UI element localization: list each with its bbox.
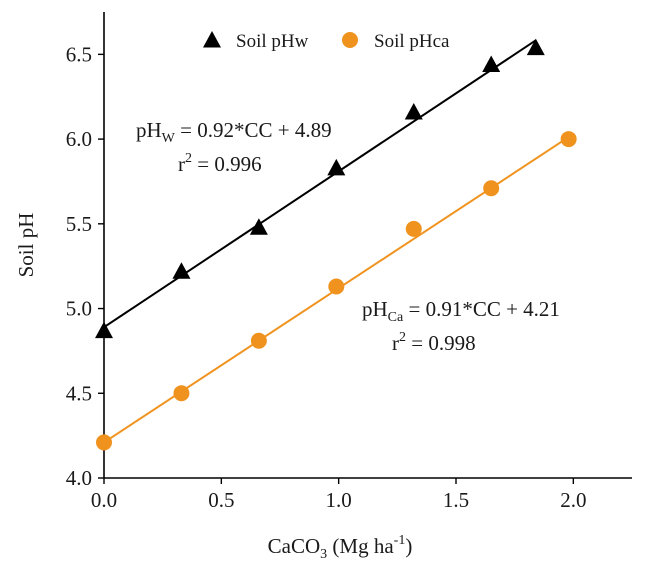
data-point-soil-phca bbox=[483, 180, 500, 197]
data-point-soil-phw bbox=[526, 38, 545, 56]
equation-annotation-phw: pHW = 0.92*CC + 4.89 r2 = 0.996 bbox=[136, 118, 332, 176]
data-point-soil-phca bbox=[173, 385, 190, 402]
y-tick-label: 6.5 bbox=[66, 42, 92, 66]
x-tick-label: 0.5 bbox=[208, 488, 234, 512]
y-tick-label: 6.0 bbox=[66, 127, 92, 151]
legend-label-soil-phca: Soil pHca bbox=[374, 31, 450, 52]
r-squared-phca: r2 = 0.998 bbox=[392, 330, 476, 355]
fit-line-soil-phw bbox=[103, 39, 537, 329]
x-tick-label: 1.0 bbox=[326, 488, 352, 512]
legend: Soil pHw Soil pHca bbox=[203, 31, 450, 52]
data-point-soil-phca bbox=[250, 332, 267, 349]
equation-phca: pHCa = 0.91*CC + 4.21 bbox=[362, 297, 560, 325]
r-squared-phw: r2 = 0.996 bbox=[178, 151, 262, 176]
fit-lines bbox=[103, 39, 570, 444]
y-tick-label: 5.0 bbox=[66, 297, 92, 321]
data-points bbox=[95, 38, 577, 451]
data-point-soil-phca bbox=[560, 131, 577, 148]
data-point-soil-phw bbox=[327, 158, 346, 176]
data-point-soil-phca bbox=[328, 278, 345, 295]
axes bbox=[103, 12, 632, 479]
data-point-soil-phw bbox=[172, 262, 191, 279]
y-tick-label: 5.5 bbox=[66, 212, 92, 236]
legend-marker-soil-phw bbox=[203, 31, 221, 48]
data-point-soil-phw bbox=[482, 55, 501, 73]
y-tick-label: 4.0 bbox=[66, 466, 92, 490]
data-point-soil-phw bbox=[404, 102, 423, 120]
data-point-soil-phca bbox=[405, 220, 422, 237]
x-tick-label: 1.5 bbox=[443, 488, 469, 512]
equation-annotation-phca: pHCa = 0.91*CC + 4.21 r2 = 0.998 bbox=[362, 297, 560, 355]
y-tick-label: 4.5 bbox=[66, 381, 92, 405]
data-point-soil-phca bbox=[96, 434, 112, 451]
y-axis-title: Soil pH bbox=[14, 213, 38, 278]
data-point-soil-phw bbox=[95, 321, 113, 339]
x-tick-label: 2.0 bbox=[560, 488, 586, 512]
legend-marker-soil-phca bbox=[342, 32, 358, 48]
ticks: 0.0 0.5 1.0 1.5 2.0 4.0 4.5 5.0 5.5 6.0 6.5 bbox=[66, 42, 587, 512]
x-tick-label: 0.0 bbox=[91, 488, 117, 512]
legend-label-soil-phw: Soil pHw bbox=[236, 31, 309, 52]
x-axis-title: CaCO3 (Mg ha-1) bbox=[268, 533, 413, 562]
equation-phw: pHW = 0.92*CC + 4.89 bbox=[136, 118, 332, 146]
data-point-soil-phw bbox=[249, 218, 268, 235]
